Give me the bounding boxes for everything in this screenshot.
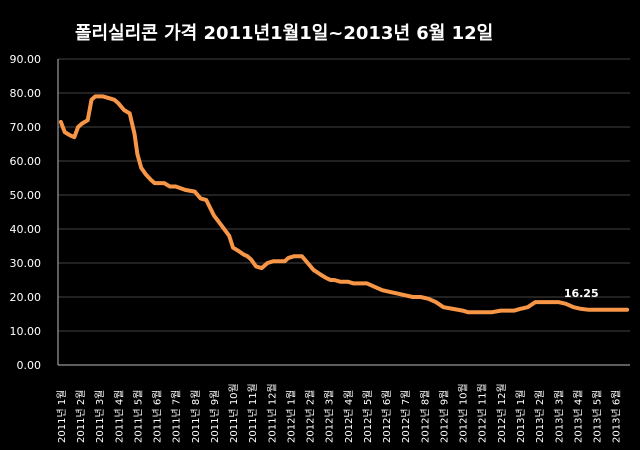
x-tick-label: 2012년 4월 [343,390,355,443]
x-tick-label: 2013년 3월 [553,390,565,443]
x-tick-label: 2012년 10월 [458,383,470,443]
y-tick-label: 20.00 [10,291,42,304]
data-label: 16.25 [564,287,599,300]
price-series-line [58,94,630,315]
x-tick-label: 2012년 3월 [324,390,336,443]
x-tick-label: 2013년 4월 [572,390,584,443]
chart-title: 폴리실리콘 가격 2011년1월1일~2013년 6월 12일 [75,23,493,44]
x-tick-label: 2012년 11월 [477,383,489,443]
x-tick-label: 2011년 11월 [247,383,259,443]
x-tick-label: 2011년 8월 [190,390,202,443]
x-tick-label: 2012년 9월 [438,390,450,443]
y-tick-label: 10.00 [10,325,42,338]
x-tick-label: 2012년 2월 [305,390,317,443]
annotation-layer: 16.25 [564,287,599,300]
y-tick-label: 60.00 [10,155,42,168]
plot-area [58,59,630,365]
y-tick-label: 30.00 [10,257,42,270]
x-tick-label: 2011년 4월 [113,390,125,443]
x-tick-label: 2012년 1월 [285,390,297,443]
y-tick-label: 50.00 [10,189,42,202]
series-layer [58,94,630,315]
y-tick-label: 90.00 [10,53,42,66]
x-axis-ticks: 2011년 1월 2011년 2월 2011년 3월 2011년 4월 2011년 5월… [56,383,623,443]
x-tick-label: 2011년 6월 [152,390,164,443]
x-tick-label: 2013년 6월 [611,390,623,443]
y-tick-label: 70.00 [10,121,42,134]
x-tick-label: 2012년 6월 [381,390,393,443]
x-tick-label: 2011년 2월 [75,390,87,443]
x-tick-label: 2011년 5월 [132,390,144,443]
y-tick-label: 0.00 [17,359,42,372]
x-tick-label: 2013년 5월 [592,390,604,443]
x-tick-label: 2013년 2월 [534,390,546,443]
gridlines [58,58,630,332]
x-tick-label: 2011년 3월 [94,390,106,443]
x-tick-label: 2011년 10월 [228,383,240,443]
x-tick-label: 2011년 7월 [171,390,183,443]
x-tick-label: 2012년 5월 [362,390,374,443]
y-tick-label: 40.00 [10,223,42,236]
x-tick-label: 2011년 1월 [56,390,68,443]
x-tick-label: 2012년 12월 [496,383,508,443]
y-axis-ticks: 90.00 80.00 70.00 60.00 50.00 40.00 30.00 20.00… [10,53,42,372]
x-tick-label: 2013년 1월 [515,390,527,443]
x-tick-label: 2011년 9월 [209,390,221,443]
x-tick-label: 2011년 12월 [266,383,278,443]
x-tick-label: 2012년 7월 [400,390,412,443]
axes [57,59,630,366]
y-tick-label: 80.00 [10,87,42,100]
x-tick-label: 2012년 8월 [419,390,431,443]
